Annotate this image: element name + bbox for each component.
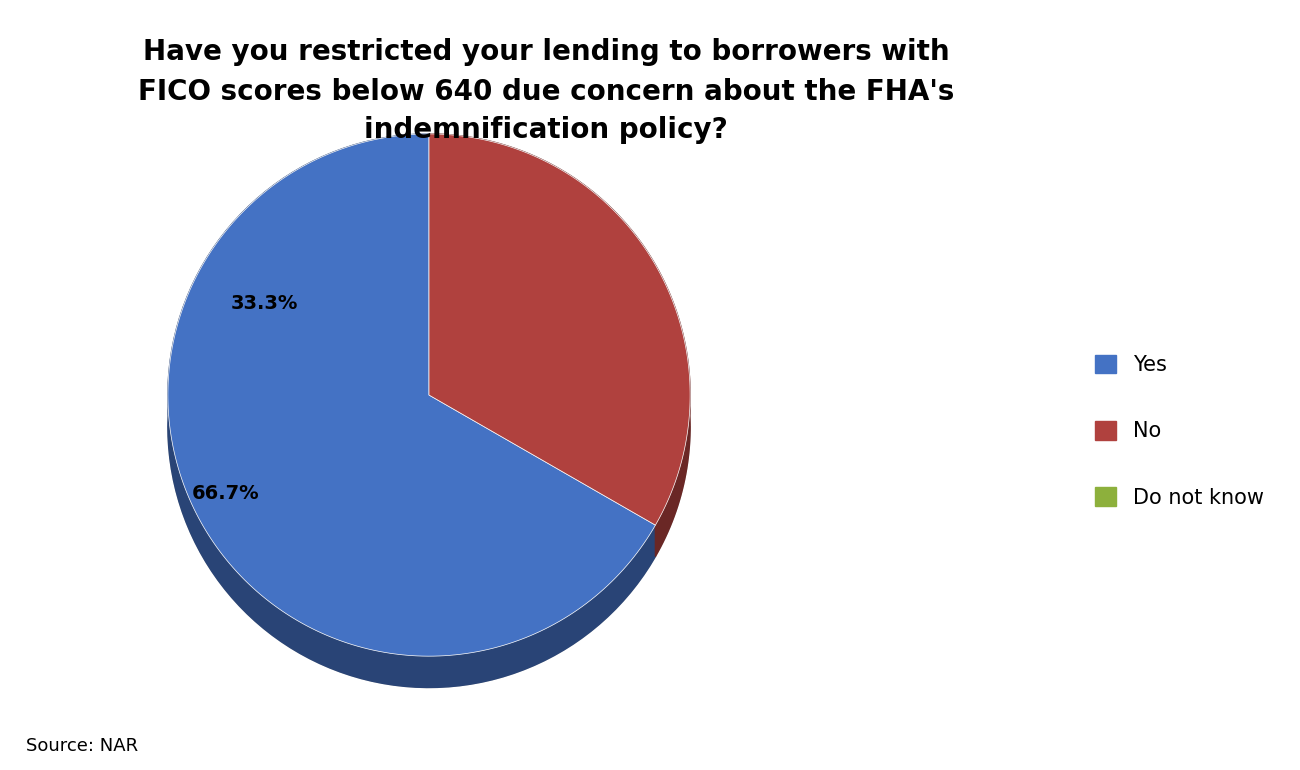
Polygon shape	[168, 134, 655, 688]
Polygon shape	[168, 134, 655, 656]
Legend: Yes, No, Do not know: Yes, No, Do not know	[1095, 355, 1264, 507]
Polygon shape	[429, 134, 690, 557]
Text: Have you restricted your lending to borrowers with
FICO scores below 640 due con: Have you restricted your lending to borr…	[138, 38, 954, 145]
Text: Source: NAR: Source: NAR	[26, 737, 138, 755]
Polygon shape	[429, 134, 690, 525]
Text: 33.3%: 33.3%	[231, 294, 299, 313]
Text: 66.7%: 66.7%	[191, 484, 259, 503]
Polygon shape	[168, 427, 690, 688]
